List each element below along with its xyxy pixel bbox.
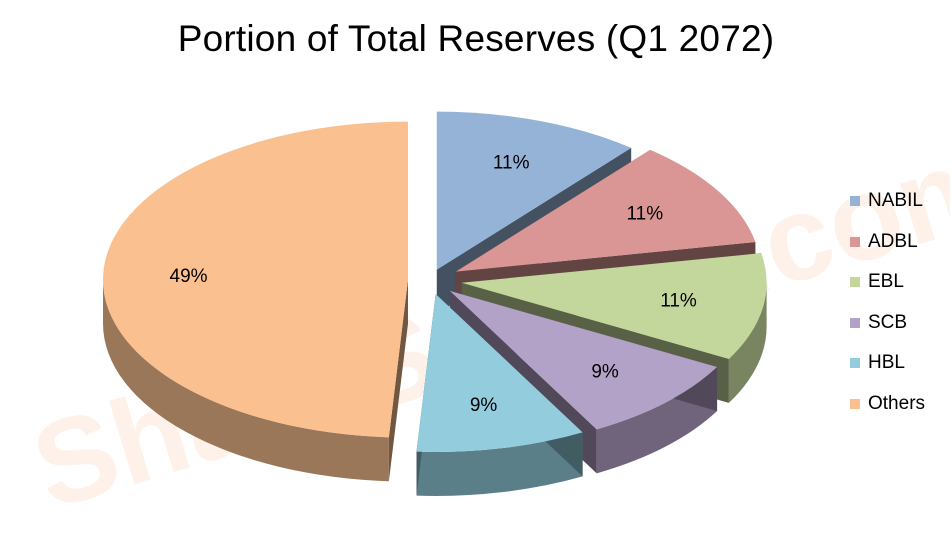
legend-item-adbl: ADBL: [850, 231, 918, 253]
slice-side-others: [103, 279, 389, 482]
legend-item-nabil: NABIL: [850, 190, 923, 212]
legend-swatch: [850, 358, 860, 368]
slice-hbl: [416, 293, 583, 452]
legend-label: HBL: [868, 352, 905, 373]
legend-item-others: Others: [850, 393, 925, 415]
slice-side-hbl: [416, 432, 583, 496]
pie-labels: 11% 11% 11% 9% 9% 49%: [170, 153, 697, 416]
legend-label: NABIL: [868, 190, 923, 211]
data-label-others: 49%: [170, 266, 208, 287]
legend-label: Others: [868, 392, 926, 414]
legend-label: EBL: [868, 271, 904, 292]
legend-item-hbl: HBL: [850, 352, 905, 374]
slice-wall-others: [388, 279, 409, 482]
slice-scb: [449, 290, 718, 430]
legend-label: SCB: [868, 311, 908, 333]
data-label-nabil: 11%: [493, 153, 530, 174]
slice-adbl: [455, 149, 756, 272]
legend-item-scb: SCB: [850, 312, 907, 334]
legend-swatch: [850, 236, 860, 247]
legend-swatch: [850, 277, 860, 287]
data-label-adbl: 11%: [627, 204, 664, 225]
data-label-scb: 9%: [591, 361, 619, 382]
slice-nabil: [436, 111, 632, 270]
data-label-hbl: 9%: [470, 395, 498, 416]
slice-others: [103, 121, 409, 438]
legend-swatch: [850, 398, 860, 409]
data-label-ebl: 11%: [660, 291, 697, 312]
chart-title: Portion of Total Reserves (Q1 2072): [177, 18, 775, 59]
slice-ebl: [461, 253, 767, 359]
legend-label: ADBL: [868, 230, 918, 252]
legend-item-ebl: EBL: [850, 271, 904, 293]
legend-swatch: [850, 317, 860, 328]
pie-tops: [103, 111, 767, 452]
slice-side-ebl: [728, 282, 767, 403]
legend-swatch: [850, 196, 860, 206]
